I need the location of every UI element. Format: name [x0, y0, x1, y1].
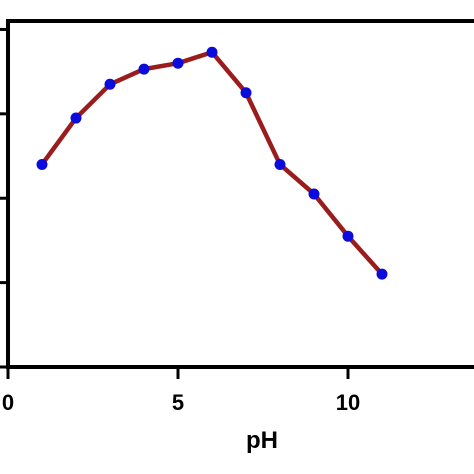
data-point: [240, 87, 252, 99]
y-axis-ticks: [0, 27, 8, 369]
data-point: [308, 188, 320, 200]
data-point: [206, 46, 218, 58]
data-point: [138, 63, 150, 75]
x-axis-ticks: 0 5 10: [2, 367, 360, 415]
data-point: [172, 57, 184, 69]
data-point: [274, 158, 286, 170]
series-line: [39, 49, 385, 277]
x-tick-label: 10: [336, 390, 360, 415]
x-tick-label: 0: [2, 390, 14, 415]
series-layer: [36, 46, 388, 280]
data-point: [70, 112, 82, 124]
x-axis-label: pH: [246, 427, 278, 454]
x-tick-label: 5: [172, 390, 184, 415]
plot-frame: [6, 19, 474, 369]
data-point: [376, 268, 388, 280]
data-point: [342, 230, 354, 242]
data-point: [104, 78, 116, 90]
data-point: [36, 158, 48, 170]
